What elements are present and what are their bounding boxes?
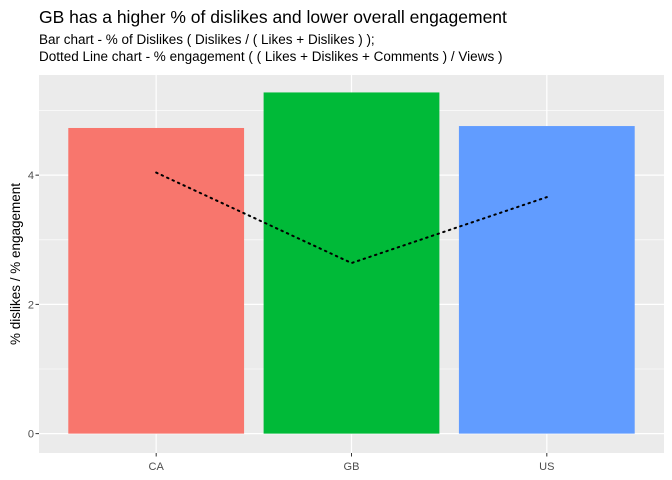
engagement-line-series bbox=[155, 171, 548, 265]
y-axis: 0 2 4 bbox=[28, 170, 39, 441]
chart-title: GB has a higher % of dislikes and lower … bbox=[39, 7, 507, 27]
bar-ca bbox=[68, 127, 245, 434]
y-tick-label: 0 bbox=[28, 429, 34, 441]
x-axis: CA GB US bbox=[149, 453, 554, 473]
x-tick-label: GB bbox=[344, 461, 360, 473]
x-tick-label: CA bbox=[149, 461, 165, 473]
x-tick-label: US bbox=[539, 461, 554, 473]
y-tick-label: 4 bbox=[28, 170, 34, 182]
y-tick-label: 2 bbox=[28, 299, 34, 311]
y-axis-title: % dislikes / % engagement bbox=[8, 183, 23, 345]
bar-us bbox=[458, 126, 635, 434]
chart-subtitle-line-1: Bar chart - % of Dislikes ( Dislikes / (… bbox=[39, 32, 375, 47]
engagement-line bbox=[155, 171, 548, 265]
chart-subtitle-line-2: Dotted Line chart - % engagement ( ( Lik… bbox=[39, 49, 502, 64]
